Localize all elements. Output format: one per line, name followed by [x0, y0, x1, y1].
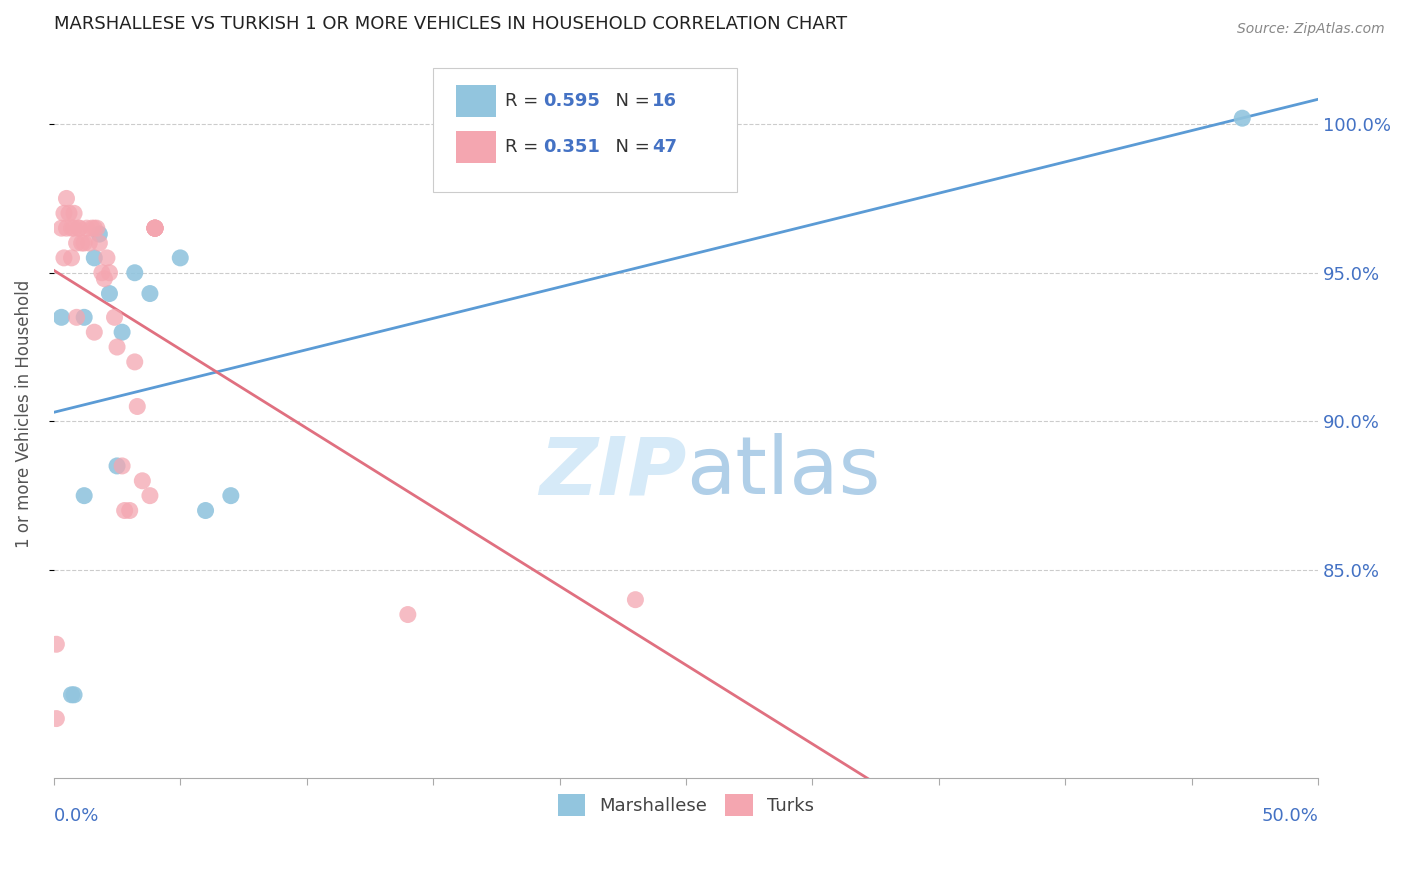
- FancyBboxPatch shape: [456, 85, 496, 117]
- Point: [118, 503, 141, 517]
- Point: [51, 221, 73, 235]
- Point: [90, 266, 112, 280]
- Point: [127, 400, 149, 414]
- Point: [52, 251, 75, 265]
- Point: [45, 712, 67, 726]
- Point: [73, 310, 96, 325]
- Point: [89, 227, 111, 241]
- Point: [67, 221, 90, 235]
- Point: [103, 310, 125, 325]
- FancyBboxPatch shape: [456, 130, 496, 162]
- Point: [143, 221, 166, 235]
- Point: [124, 266, 146, 280]
- Point: [139, 286, 162, 301]
- Point: [143, 221, 166, 235]
- Point: [63, 221, 86, 235]
- Point: [96, 251, 118, 265]
- Point: [60, 251, 83, 265]
- Point: [624, 592, 647, 607]
- Point: [89, 235, 111, 250]
- Point: [45, 637, 67, 651]
- Point: [65, 310, 87, 325]
- Text: Source: ZipAtlas.com: Source: ZipAtlas.com: [1237, 22, 1385, 37]
- Legend: Marshallese, Turks: Marshallese, Turks: [551, 787, 821, 823]
- Point: [80, 221, 103, 235]
- Point: [83, 325, 105, 339]
- Point: [105, 458, 128, 473]
- Text: atlas: atlas: [686, 434, 880, 511]
- FancyBboxPatch shape: [433, 68, 737, 192]
- Point: [143, 221, 166, 235]
- Point: [131, 474, 153, 488]
- Point: [73, 489, 96, 503]
- Point: [105, 340, 128, 354]
- Point: [124, 355, 146, 369]
- Point: [52, 206, 75, 220]
- Point: [60, 688, 83, 702]
- Y-axis label: 1 or more Vehicles in Household: 1 or more Vehicles in Household: [15, 280, 32, 548]
- Point: [58, 206, 80, 220]
- Point: [63, 206, 86, 220]
- Point: [169, 251, 191, 265]
- Point: [143, 221, 166, 235]
- Text: N =: N =: [603, 137, 655, 156]
- Text: MARSHALLESE VS TURKISH 1 OR MORE VEHICLES IN HOUSEHOLD CORRELATION CHART: MARSHALLESE VS TURKISH 1 OR MORE VEHICLE…: [53, 15, 846, 33]
- Point: [143, 221, 166, 235]
- Text: 0.0%: 0.0%: [53, 807, 100, 825]
- Text: R =: R =: [505, 137, 544, 156]
- Point: [86, 221, 108, 235]
- Point: [55, 191, 77, 205]
- Point: [63, 688, 86, 702]
- Point: [73, 235, 96, 250]
- Point: [194, 503, 217, 517]
- Point: [98, 266, 121, 280]
- Text: 47: 47: [652, 137, 676, 156]
- Point: [111, 325, 134, 339]
- Point: [114, 503, 136, 517]
- Point: [60, 221, 83, 235]
- Point: [111, 458, 134, 473]
- Point: [70, 235, 93, 250]
- Point: [55, 221, 77, 235]
- Point: [65, 235, 87, 250]
- Point: [396, 607, 419, 622]
- Point: [93, 271, 115, 285]
- Text: 0.595: 0.595: [543, 92, 600, 110]
- Point: [83, 221, 105, 235]
- Text: 50.0%: 50.0%: [1261, 807, 1319, 825]
- Point: [139, 489, 162, 503]
- Point: [143, 221, 166, 235]
- Text: R =: R =: [505, 92, 544, 110]
- Text: 0.351: 0.351: [543, 137, 600, 156]
- Point: [77, 235, 100, 250]
- Text: 16: 16: [652, 92, 676, 110]
- Point: [98, 286, 121, 301]
- Point: [76, 221, 98, 235]
- Point: [67, 221, 90, 235]
- Point: [83, 251, 105, 265]
- Text: N =: N =: [603, 92, 655, 110]
- Text: ZIP: ZIP: [538, 434, 686, 511]
- Point: [143, 221, 166, 235]
- Point: [1232, 112, 1254, 126]
- Point: [51, 310, 73, 325]
- Point: [219, 489, 242, 503]
